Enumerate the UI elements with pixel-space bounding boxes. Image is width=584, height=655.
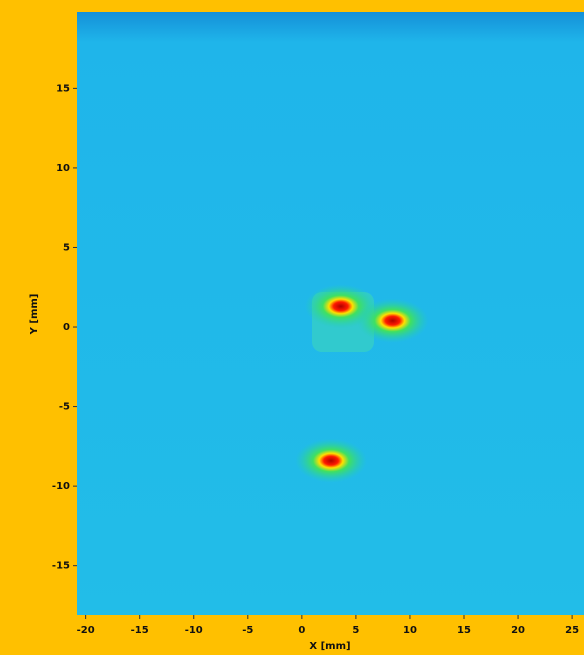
y-tick-label: 10: [56, 163, 70, 174]
x-tick-label: -20: [77, 625, 95, 636]
x-tick-label: 20: [511, 625, 525, 636]
y-tick-label: -5: [59, 402, 70, 413]
hot-spot: [357, 299, 429, 343]
x-tick-label: -15: [131, 625, 149, 636]
y-tick-label: -10: [52, 481, 70, 492]
x-axis-label: X [mm]: [309, 641, 350, 652]
x-tick-label: 0: [298, 625, 305, 636]
y-tick-label: 15: [56, 83, 70, 94]
x-tick-label: 25: [565, 625, 579, 636]
x-tick-label: -5: [242, 625, 253, 636]
chart: X [mm] Y [mm] -20 -15 -10 -5 0 5 10 15 20 25 -15 -1…: [0, 0, 584, 655]
y-tick-label: -15: [52, 561, 70, 572]
y-tick-label: 0: [63, 322, 70, 333]
x-tick-label: -10: [185, 625, 203, 636]
hot-spot: [295, 439, 367, 483]
y-axis-label: Y [mm]: [29, 294, 40, 336]
x-tick-label: 10: [403, 625, 417, 636]
x-tick-label: 15: [457, 625, 471, 636]
y-tick-label: 5: [63, 242, 70, 253]
x-tick-label: 5: [352, 625, 359, 636]
